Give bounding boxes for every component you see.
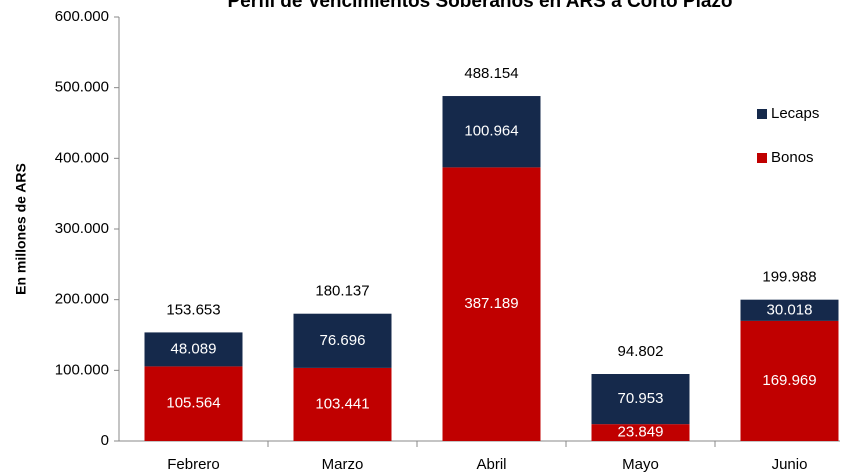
bar-segment: [442, 167, 541, 441]
bar-value-label: 23.849: [618, 424, 664, 441]
legend-label: Lecaps: [771, 105, 819, 122]
x-tick-label: Abril: [476, 456, 506, 473]
bar-segment: [442, 96, 541, 168]
y-tick-label: 0: [101, 432, 109, 449]
legend-label: Bonos: [771, 149, 814, 166]
y-axis-label: En millones de ARS: [13, 163, 29, 295]
x-tick-label: Mayo: [622, 456, 659, 473]
y-tick-label: 600.000: [55, 8, 109, 25]
bar-value-label: 105.564: [166, 395, 220, 412]
bar-value-label: 48.089: [171, 340, 217, 357]
bar-segment: [740, 320, 839, 441]
legend-swatch: [757, 109, 767, 119]
x-tick-label: Febrero: [167, 456, 220, 473]
total-label: 94.802: [618, 343, 664, 360]
bar-value-label: 100.964: [464, 123, 518, 140]
bar-value-label: 169.969: [762, 372, 816, 389]
bar-value-label: 76.696: [320, 332, 366, 349]
bar-segment: [293, 367, 392, 441]
chart-title: Perfil de Vencimientos Soberanos en ARS …: [227, 0, 732, 12]
total-label: 180.137: [315, 283, 369, 300]
y-tick-label: 200.000: [55, 291, 109, 308]
bar-value-label: 103.441: [315, 395, 369, 412]
bar-value-label: 30.018: [767, 301, 813, 318]
y-tick-label: 500.000: [55, 79, 109, 96]
y-tick-label: 300.000: [55, 220, 109, 237]
total-label: 153.653: [166, 301, 220, 318]
total-label: 199.988: [762, 269, 816, 286]
bar-value-label: 70.953: [618, 390, 664, 407]
bar-segment: [144, 332, 243, 367]
x-tick-label: Marzo: [322, 456, 364, 473]
y-tick-label: 400.000: [55, 149, 109, 166]
bar-segment: [740, 299, 839, 321]
legend-swatch: [757, 153, 767, 163]
total-label: 488.154: [464, 65, 518, 82]
bar-value-label: 387.189: [464, 295, 518, 312]
x-tick-label: Junio: [772, 456, 808, 473]
y-tick-label: 100.000: [55, 361, 109, 378]
bar-segment: [591, 374, 690, 425]
bar-segment: [293, 313, 392, 368]
bar-segment: [591, 424, 690, 441]
bar-segment: [144, 366, 243, 441]
